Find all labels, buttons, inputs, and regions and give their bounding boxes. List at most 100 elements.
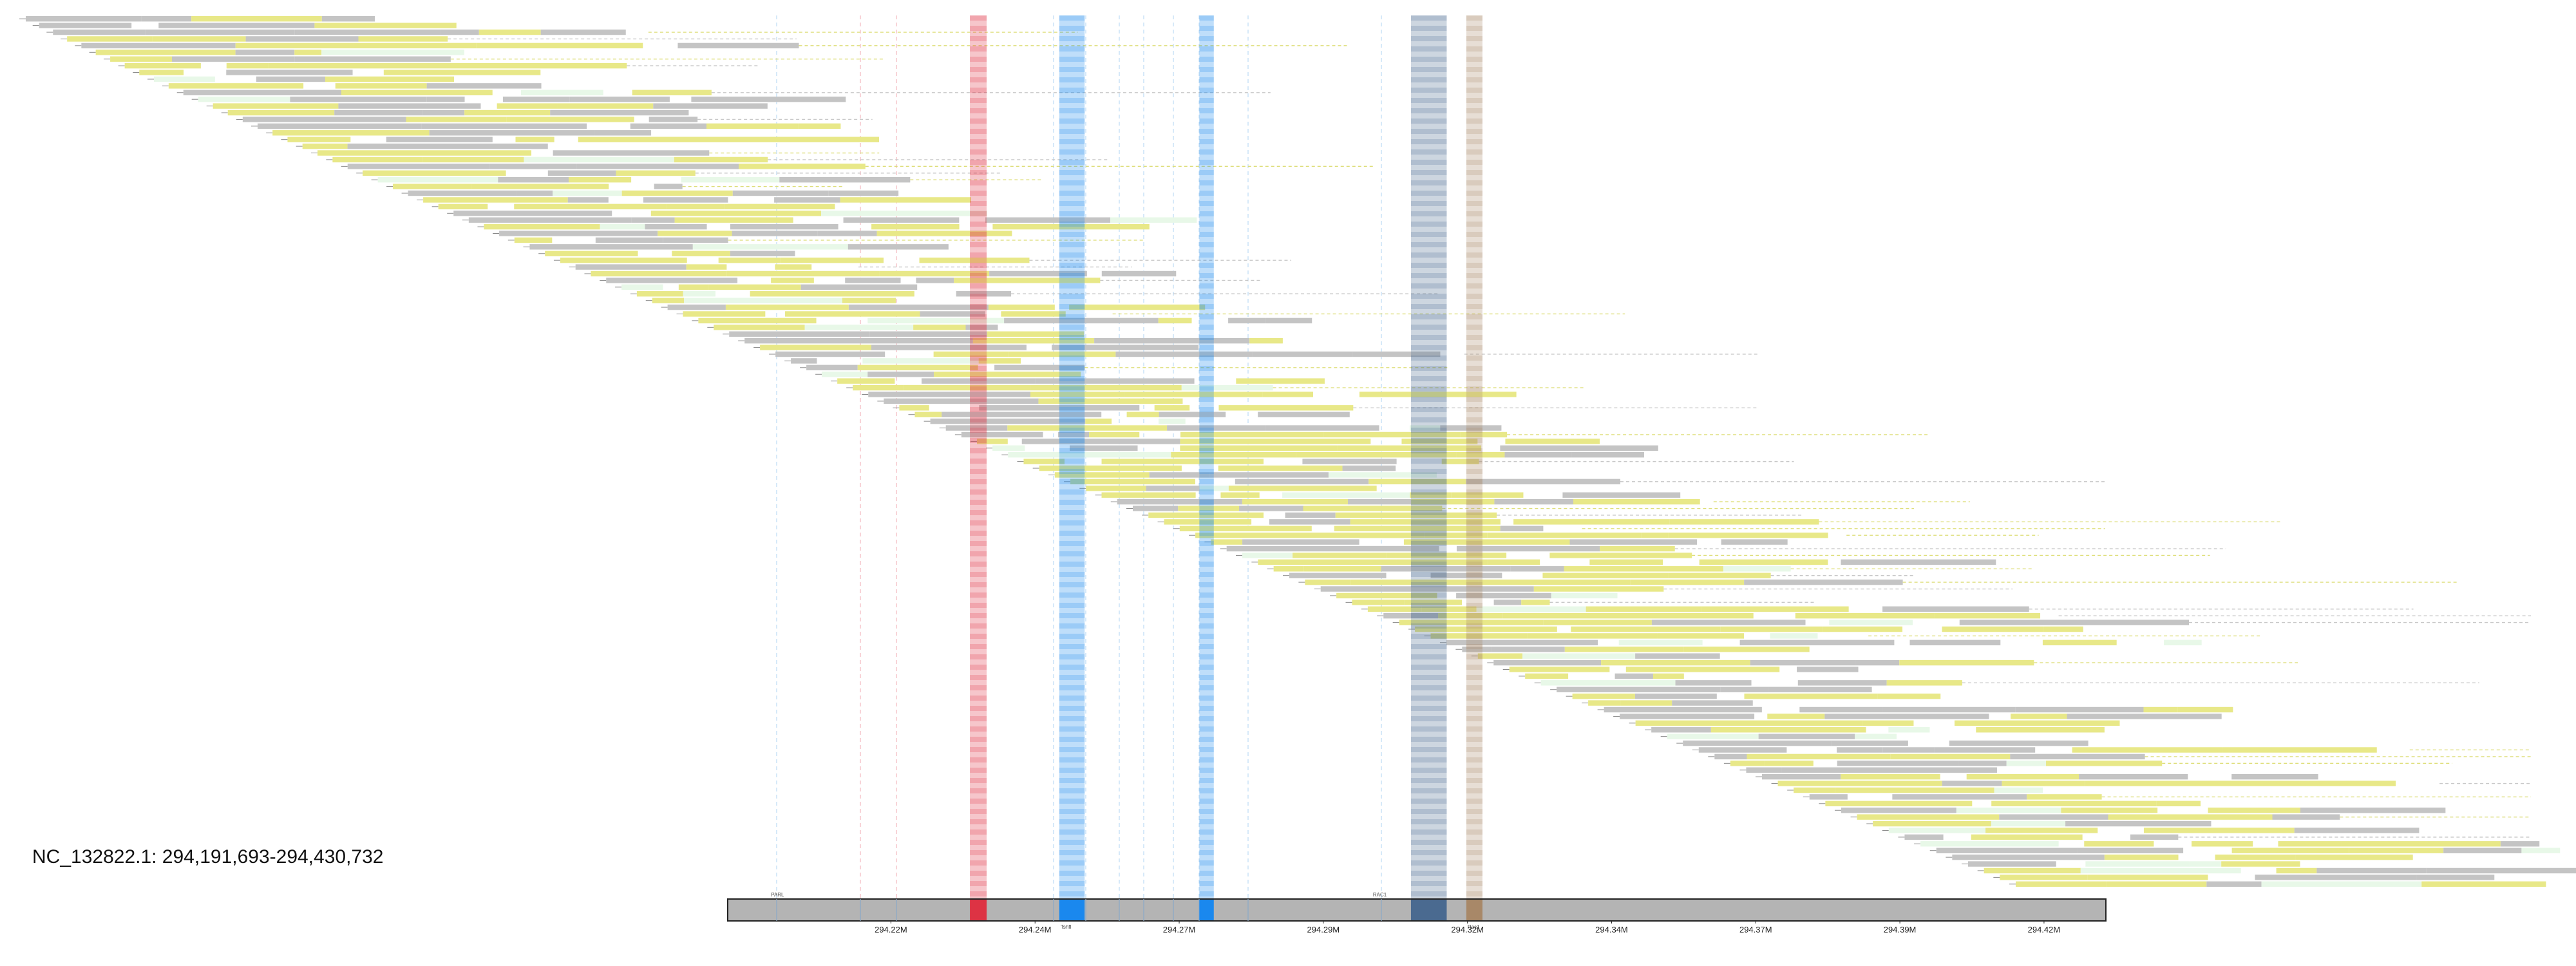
alignment-row	[46, 29, 1078, 35]
alignment-row	[191, 96, 846, 102]
alignment-row	[877, 398, 1183, 404]
alignment-row	[1236, 553, 2210, 558]
alignment-row	[1220, 545, 2226, 552]
alignment-row	[1142, 512, 1802, 518]
alignment-row	[1771, 781, 2531, 786]
alignment-row	[692, 317, 1312, 324]
axis-tick-label: 294.39M	[1884, 925, 1917, 934]
tan-exon-band-bar-block	[1466, 900, 1482, 920]
alignment-row	[1017, 459, 1794, 464]
alignment-row	[1977, 867, 2576, 874]
alignment-row	[19, 16, 375, 22]
alignment-row	[954, 431, 1929, 438]
alignment-row	[401, 190, 899, 196]
alignment-row	[251, 123, 841, 129]
alignment-row	[1882, 828, 2420, 833]
alignment-row	[266, 130, 652, 136]
blue-exon-band-2-bar-block	[1199, 900, 1214, 920]
alignment-row	[326, 156, 1110, 163]
alignment-row	[1550, 687, 1872, 692]
alignment-row	[600, 278, 1261, 283]
alignment-row	[523, 244, 949, 250]
alignment-row	[862, 392, 1517, 397]
feature-label: Tshfl	[1061, 924, 1072, 930]
alignment-row	[1079, 486, 1377, 491]
alignment-row	[784, 358, 1021, 364]
alignment-row	[89, 50, 464, 55]
alignment-row	[1189, 532, 2039, 538]
blue-exon-band-1	[1059, 15, 1085, 899]
alignment-row	[1126, 506, 1914, 511]
alignment-row	[296, 143, 548, 149]
axis-tick-label: 294.24M	[1019, 925, 1052, 934]
tan-exon-band	[1466, 15, 1482, 899]
alignment-row	[569, 264, 1132, 270]
alignment-row	[507, 237, 1145, 243]
feature-label: PARL	[771, 892, 784, 898]
feature-label: RAC1	[1373, 892, 1387, 898]
alignment-row	[815, 372, 1081, 377]
axis-tick-label: 294.22M	[875, 925, 907, 934]
alignment-row	[1660, 734, 1897, 739]
feature-label: Rac1	[1468, 924, 1480, 930]
alignment-row	[477, 223, 1150, 230]
alignment-row	[1502, 667, 1859, 672]
alignment-row	[1929, 848, 2561, 853]
axis-tick-label: 294.27M	[1163, 925, 1196, 934]
alignment-row	[1803, 794, 2531, 800]
alignment-row	[147, 76, 455, 82]
alignment-row	[800, 365, 1448, 371]
alignment-row	[1283, 573, 1916, 578]
alignment-row	[1471, 653, 1720, 659]
alignment-row	[1251, 559, 1996, 565]
alignment-row	[1834, 808, 2446, 813]
alignment-row	[1095, 492, 1681, 498]
alignment-row	[923, 418, 1186, 424]
alignment-row	[1787, 787, 2043, 793]
alignment-row	[61, 36, 797, 42]
alignment-row	[1597, 706, 2233, 713]
alignment-row	[630, 291, 1439, 297]
alignment-row	[221, 109, 689, 116]
red-exon-band-bar-block	[970, 900, 987, 920]
alignment-row	[311, 150, 880, 156]
steel-exon-band-bar-block	[1410, 900, 1447, 920]
alignment-row	[32, 23, 457, 28]
alignment-row	[1298, 579, 2459, 585]
blue-exon-band-1-bar-block	[1059, 900, 1085, 920]
alignment-row	[386, 184, 843, 189]
alignment-row	[1173, 526, 2105, 531]
alignment-row	[341, 164, 1374, 169]
alignment-row	[1110, 498, 1970, 505]
alignment-row	[831, 378, 1325, 384]
chromosome-ideogram: Tshfl Rac1 PARL RAC1 294.22M 294.24M 294.27M 29…	[727, 892, 2107, 934]
alignment-row	[447, 211, 987, 216]
alignment-row	[1361, 606, 2414, 612]
alignment-row	[1314, 586, 2013, 592]
alignment-row	[1819, 800, 2201, 807]
alignment-row	[162, 83, 542, 89]
alignment-row	[1157, 519, 2280, 525]
alignment-row	[615, 284, 918, 290]
alignment-row	[1582, 700, 1753, 706]
alignment-row	[1330, 592, 1618, 599]
alignment-row	[645, 298, 896, 303]
alignment-row	[371, 176, 1042, 183]
alignment-row	[893, 405, 1759, 411]
alignment-row	[1946, 854, 2413, 860]
alignment-row	[1048, 472, 1437, 478]
alignment-row	[2009, 881, 2546, 887]
alignment-row	[1866, 820, 2211, 827]
alignment-row	[986, 445, 1658, 451]
alignment-row	[1708, 753, 2531, 760]
alignment-row	[1692, 747, 2531, 753]
axis-tick-label: 294.32M	[1451, 925, 1484, 934]
alignment-row	[1377, 612, 2531, 619]
alignment-row	[1613, 714, 2222, 719]
alignment-row	[206, 103, 768, 109]
alignment-row	[661, 304, 1206, 310]
alignment-row	[1487, 659, 2298, 666]
alignment-row	[1629, 720, 2120, 726]
alignment-row	[939, 425, 1502, 431]
